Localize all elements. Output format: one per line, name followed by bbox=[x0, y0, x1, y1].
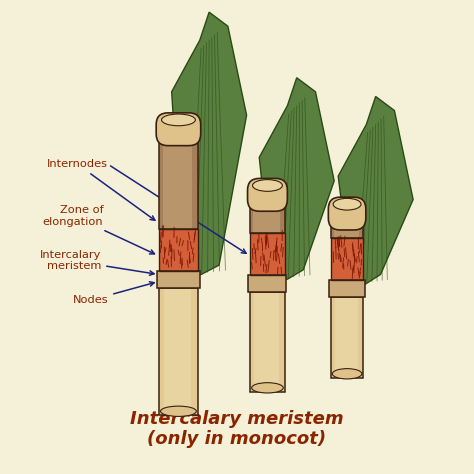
Bar bbox=[250, 233, 285, 275]
FancyBboxPatch shape bbox=[156, 113, 201, 146]
Bar bbox=[331, 214, 364, 238]
Bar bbox=[331, 297, 364, 377]
Bar bbox=[192, 129, 198, 228]
Ellipse shape bbox=[253, 180, 283, 191]
Bar bbox=[158, 129, 198, 228]
Bar bbox=[250, 195, 254, 233]
Bar bbox=[157, 271, 200, 288]
Bar bbox=[158, 228, 198, 271]
Ellipse shape bbox=[252, 383, 283, 393]
Bar bbox=[250, 195, 285, 233]
Bar bbox=[248, 275, 286, 292]
Bar bbox=[331, 238, 364, 280]
Bar bbox=[280, 195, 285, 233]
Ellipse shape bbox=[332, 369, 362, 379]
Bar bbox=[358, 297, 364, 377]
Text: Internodes: Internodes bbox=[47, 159, 155, 220]
Bar bbox=[331, 297, 364, 377]
Ellipse shape bbox=[161, 406, 196, 417]
Bar bbox=[331, 214, 334, 238]
Text: Nodes: Nodes bbox=[73, 282, 154, 305]
Bar bbox=[331, 238, 364, 280]
Text: Intercalary meristem
(only in monocot): Intercalary meristem (only in monocot) bbox=[130, 410, 344, 448]
Bar bbox=[158, 288, 198, 415]
Bar bbox=[158, 228, 198, 271]
Bar bbox=[250, 195, 285, 233]
Bar bbox=[250, 292, 254, 392]
Bar bbox=[158, 129, 163, 228]
Bar bbox=[358, 214, 364, 238]
Bar bbox=[331, 297, 335, 377]
Polygon shape bbox=[338, 97, 413, 284]
Bar bbox=[329, 280, 365, 297]
Bar bbox=[250, 292, 285, 392]
Polygon shape bbox=[259, 78, 334, 279]
Text: Zone of
elongation: Zone of elongation bbox=[43, 205, 155, 254]
Bar bbox=[158, 129, 198, 228]
FancyBboxPatch shape bbox=[328, 197, 366, 230]
Ellipse shape bbox=[333, 198, 361, 210]
Bar bbox=[191, 288, 198, 415]
Polygon shape bbox=[172, 12, 246, 274]
Ellipse shape bbox=[162, 114, 195, 126]
Bar bbox=[250, 292, 285, 392]
Bar bbox=[158, 288, 164, 415]
Bar bbox=[158, 288, 198, 415]
Bar bbox=[250, 233, 285, 275]
Text: Intercalary
meristem: Intercalary meristem bbox=[40, 250, 154, 275]
Bar bbox=[279, 292, 285, 392]
FancyBboxPatch shape bbox=[247, 178, 287, 211]
Bar bbox=[331, 214, 364, 238]
